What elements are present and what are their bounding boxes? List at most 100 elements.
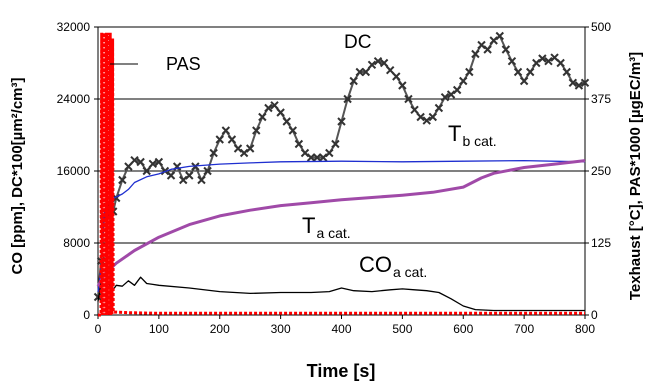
data-point — [440, 92, 450, 102]
x-tick-label: 500 — [392, 322, 412, 336]
data-point — [574, 81, 584, 90]
data-point — [489, 36, 498, 45]
data-point — [495, 31, 504, 41]
annotation-ta-main: T — [302, 213, 315, 238]
series-coa-cat — [97, 276, 585, 312]
data-point — [264, 103, 273, 113]
data-point — [538, 54, 547, 63]
data-point — [312, 153, 322, 162]
right-tick-label: 125 — [591, 236, 611, 250]
data-point — [361, 67, 371, 77]
data-point — [331, 139, 340, 149]
x-tick-label: 800 — [575, 322, 595, 336]
data-point — [483, 45, 492, 54]
annotation-ta: Ta cat. — [302, 213, 351, 241]
annotation-dc: DC — [344, 32, 371, 53]
annotation-co-sub: a cat. — [393, 264, 427, 280]
data-point — [148, 159, 157, 169]
x-tick-label: 400 — [331, 322, 351, 336]
data-point — [465, 67, 474, 77]
series-pas — [98, 32, 585, 317]
data-point — [130, 155, 139, 165]
data-point — [471, 49, 480, 59]
data-point — [252, 126, 261, 135]
annotation-tb: Tb cat. — [448, 121, 497, 149]
data-point — [544, 56, 553, 66]
data-point — [519, 76, 529, 86]
legend: PAS — [110, 54, 201, 74]
data-point — [282, 117, 291, 126]
data-point — [398, 81, 407, 90]
data-point — [428, 112, 438, 122]
data-point — [124, 162, 133, 171]
data-point — [239, 148, 249, 158]
series-line — [97, 276, 585, 312]
data-point — [306, 153, 316, 162]
data-point — [93, 292, 103, 302]
data-point — [337, 117, 346, 126]
data-point — [245, 144, 255, 153]
x-tick-label: 600 — [453, 322, 473, 336]
legend-label-pas: PAS — [166, 54, 201, 74]
data-point — [154, 157, 164, 167]
x-tick-label: 200 — [210, 322, 230, 336]
data-point — [513, 67, 523, 77]
right-axis-title: Texhaust [°C], PAS*1000 [µgEC/m³] — [627, 52, 644, 300]
data-point — [185, 171, 194, 180]
right-tick-label: 500 — [591, 20, 611, 34]
left-axis-title: CO [ppm], DC*100[µm²/cm³] — [9, 78, 26, 275]
left-tick-label: 24000 — [57, 92, 91, 106]
data-point — [404, 94, 413, 104]
data-point — [233, 144, 243, 153]
series-dc — [93, 31, 590, 302]
series-ta-cat — [96, 159, 586, 287]
data-point — [276, 108, 285, 117]
data-point — [288, 126, 298, 135]
data-point — [410, 105, 419, 115]
data-point — [556, 58, 565, 68]
annotation-tb-main: T — [448, 121, 461, 146]
x-axis-title: Time [s] — [307, 361, 376, 381]
x-tick-label: 700 — [514, 322, 534, 336]
series-line — [98, 32, 585, 317]
data-point — [446, 90, 456, 99]
data-point — [385, 65, 395, 75]
data-point — [142, 166, 151, 176]
data-point — [258, 112, 267, 122]
axes: 0 8000 16000 24000 32000 0 125 250 375 500 0 100 200… — [57, 20, 612, 336]
series-layer — [93, 31, 590, 317]
data-point — [526, 67, 535, 77]
data-point — [379, 58, 389, 68]
data-point — [422, 116, 431, 125]
data-point — [501, 45, 511, 54]
left-tick-label: 8000 — [63, 236, 90, 250]
annotation-co: COa cat. — [359, 252, 427, 280]
data-point — [434, 103, 444, 113]
data-point — [355, 67, 364, 77]
left-tick-label: 32000 — [57, 20, 91, 34]
data-point — [166, 171, 176, 180]
left-tick-label: 0 — [83, 308, 90, 322]
left-tick-label: 16000 — [57, 164, 91, 178]
data-point — [452, 85, 462, 95]
data-point — [294, 139, 304, 149]
data-point — [562, 67, 571, 77]
annotation-ta-sub: a cat. — [316, 225, 350, 241]
data-point — [325, 148, 334, 158]
data-point — [179, 175, 188, 185]
data-point — [209, 148, 218, 158]
data-point — [227, 135, 237, 144]
series-line — [97, 34, 586, 298]
right-tick-label: 375 — [591, 92, 611, 106]
data-point — [270, 101, 279, 110]
data-point — [300, 148, 310, 158]
x-tick-label: 0 — [95, 322, 102, 336]
data-point — [221, 126, 231, 135]
data-point — [580, 78, 590, 88]
data-point — [373, 56, 383, 66]
data-point — [215, 135, 224, 144]
data-point — [507, 56, 517, 66]
data-point — [568, 78, 578, 88]
data-point — [367, 60, 377, 70]
